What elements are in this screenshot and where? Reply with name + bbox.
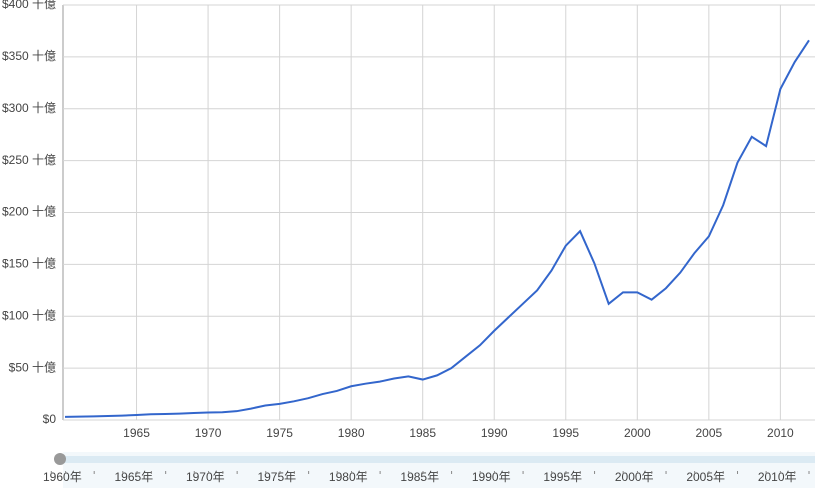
x-tick-label: 1995: [552, 426, 579, 440]
y-tick-label: $50 十億: [9, 360, 56, 374]
y-tick-label: $300 十億: [2, 101, 56, 115]
x-tick-label: 1970: [195, 426, 222, 440]
data-line: [64, 39, 810, 418]
range-label: 1990年: [472, 470, 511, 484]
range-label: 1995年: [543, 470, 582, 484]
y-tick-label: $400 十億: [2, 0, 56, 11]
y-tick-label: $100 十億: [2, 308, 56, 322]
x-tick-label: 2000: [624, 426, 651, 440]
range-label: 2000年: [615, 470, 654, 484]
x-tick-label: 1975: [266, 426, 293, 440]
x-tick-label: 2005: [695, 426, 722, 440]
y-tick-label: $150 十億: [2, 257, 56, 271]
range-label: 1965年: [114, 470, 153, 484]
range-handle[interactable]: [54, 453, 66, 465]
range-label: 1975年: [257, 470, 296, 484]
y-tick-label: $0: [43, 412, 57, 426]
range-track: [63, 456, 815, 463]
range-label: 2005年: [686, 470, 725, 484]
x-tick-label: 1965: [123, 426, 150, 440]
range-label: 1960年: [43, 470, 82, 484]
x-tick-label: 1985: [409, 426, 436, 440]
range-label: 1970年: [186, 470, 225, 484]
x-tick-label: 2010: [767, 426, 794, 440]
y-tick-label: $200 十億: [2, 205, 56, 219]
range-label: 2010年: [758, 470, 797, 484]
x-tick-label: 1980: [338, 426, 365, 440]
range-label: 1980年: [329, 470, 368, 484]
y-tick-label: $250 十億: [2, 153, 56, 167]
y-tick-label: $350 十億: [2, 49, 56, 63]
x-tick-label: 1990: [481, 426, 508, 440]
range-label: 1985年: [400, 470, 439, 484]
